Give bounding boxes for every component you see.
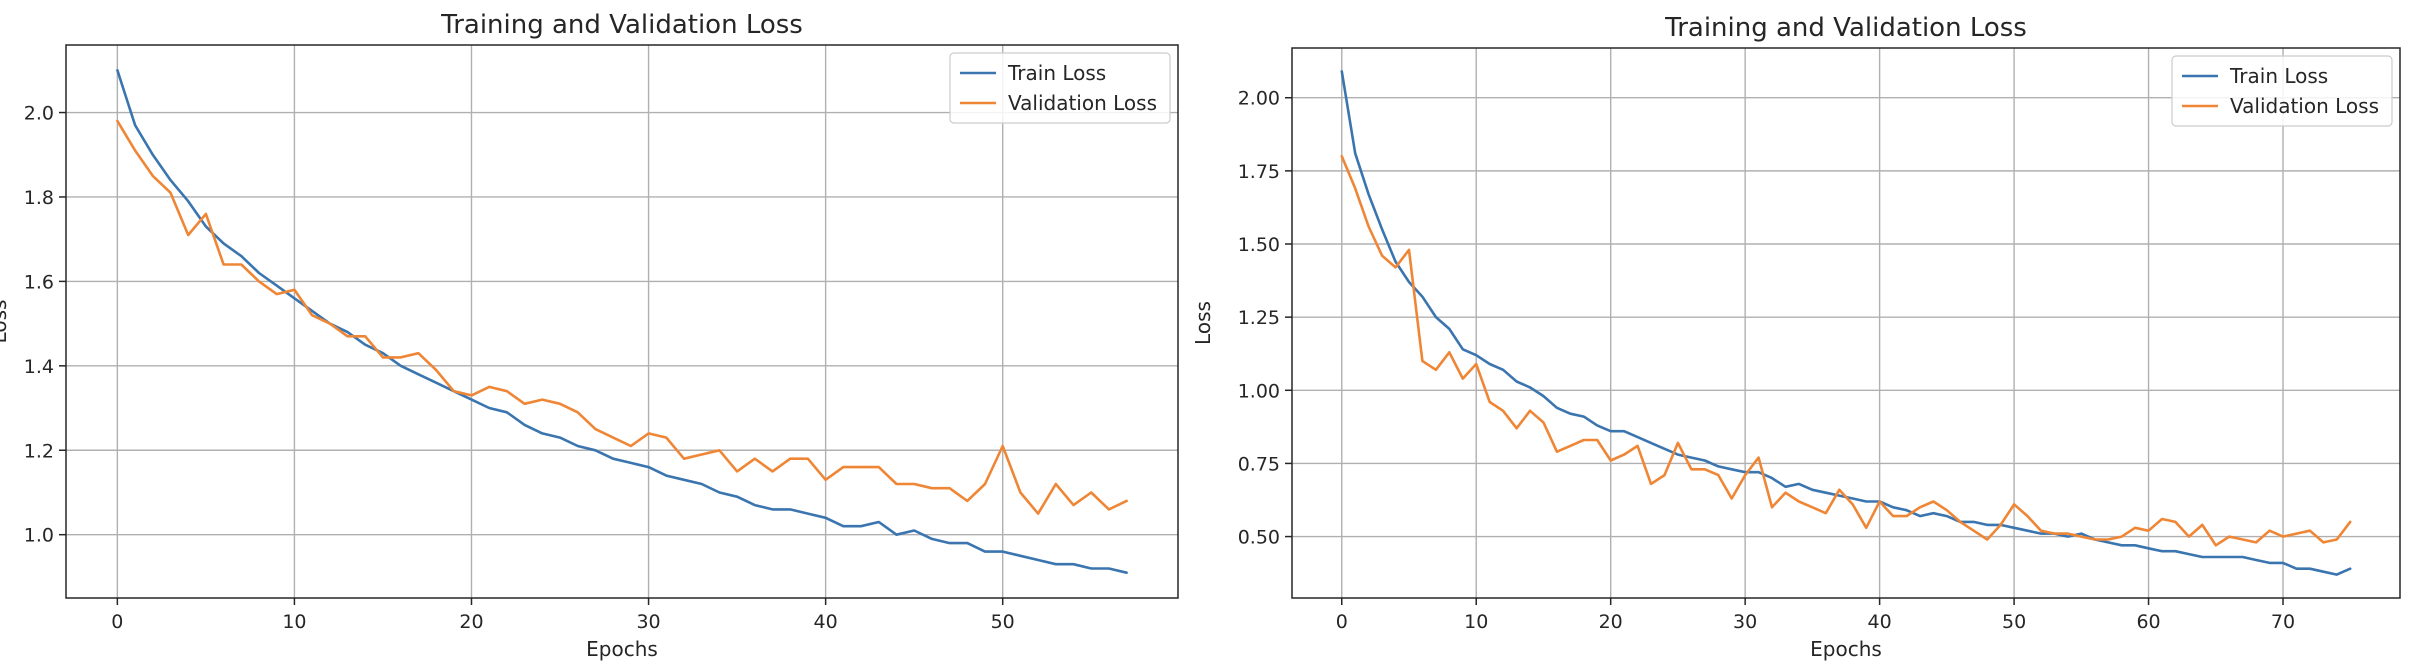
subplot-right: Training and Validation Loss Epochs Loss…	[1191, 13, 2401, 661]
y-tick-label: 0.75	[1238, 453, 1280, 475]
x-tick-label: 40	[814, 611, 838, 633]
x-tick-label: 70	[2271, 611, 2295, 633]
axis-ticks: 0 10 20 30 40 50 60 70 0.50 0.75 1.00 1.25 1.50 1.75 2…	[1238, 88, 2295, 633]
y-tick-label: 1.8	[24, 187, 54, 209]
legend-label-validation: Validation Loss	[2230, 94, 2379, 118]
y-tick-label: 2.00	[1238, 88, 1280, 110]
axis-ticks: 0 10 20 30 40 50 1.0 1.2 1.4 1.6 1.8 2.0	[24, 103, 1015, 633]
x-tick-label: 10	[1464, 611, 1488, 633]
y-tick-label: 1.25	[1238, 307, 1280, 329]
x-tick-label: 0	[111, 611, 123, 633]
grid	[66, 45, 1178, 598]
chart-title: Training and Validation Loss	[440, 10, 803, 40]
y-tick-label: 0.50	[1238, 527, 1280, 549]
y-tick-label: 2.0	[24, 103, 54, 125]
legend: Train Loss Validation Loss	[949, 52, 1171, 124]
x-tick-label: 50	[2002, 611, 2026, 633]
train-loss-line	[1340, 70, 2352, 576]
legend-box	[2171, 55, 2393, 127]
y-axis-label: Loss	[0, 300, 11, 344]
legend: Train Loss Validation Loss	[2171, 55, 2393, 127]
plot-frame	[65, 44, 1179, 599]
x-tick-label: 60	[2136, 611, 2160, 633]
x-tick-label: 30	[1733, 611, 1757, 633]
x-tick-label: 50	[991, 611, 1015, 633]
x-axis-label: Epochs	[1810, 637, 1882, 661]
y-tick-label: 1.0	[24, 525, 54, 547]
x-tick-label: 40	[1868, 611, 1892, 633]
subplot-left: Training and Validation Loss Epochs Loss…	[0, 10, 1179, 661]
grid	[1292, 48, 2400, 598]
validation-loss-line	[116, 119, 1128, 515]
x-tick-label: 0	[1336, 611, 1348, 633]
y-axis-label: Loss	[1191, 301, 1215, 345]
y-tick-label: 1.6	[24, 271, 54, 293]
y-tick-label: 1.75	[1238, 161, 1280, 183]
x-tick-label: 20	[459, 611, 483, 633]
x-tick-label: 30	[636, 611, 660, 633]
x-tick-label: 20	[1599, 611, 1623, 633]
series-lines	[116, 69, 1128, 575]
x-tick-label: 10	[282, 611, 306, 633]
validation-loss-line	[1340, 154, 2352, 547]
legend-label-validation: Validation Loss	[1008, 91, 1157, 115]
legend-label-train: Train Loss	[1007, 61, 1106, 85]
y-tick-label: 1.4	[24, 356, 54, 378]
series-lines	[1340, 70, 2352, 576]
x-axis-label: Epochs	[586, 637, 658, 661]
y-tick-label: 1.50	[1238, 234, 1280, 256]
y-tick-label: 1.2	[24, 440, 54, 462]
chart-title: Training and Validation Loss	[1664, 13, 2027, 43]
legend-label-train: Train Loss	[2229, 64, 2328, 88]
train-loss-line	[116, 69, 1128, 575]
y-tick-label: 1.00	[1238, 380, 1280, 402]
legend-box	[949, 52, 1171, 124]
plot-frame	[1291, 47, 2401, 599]
